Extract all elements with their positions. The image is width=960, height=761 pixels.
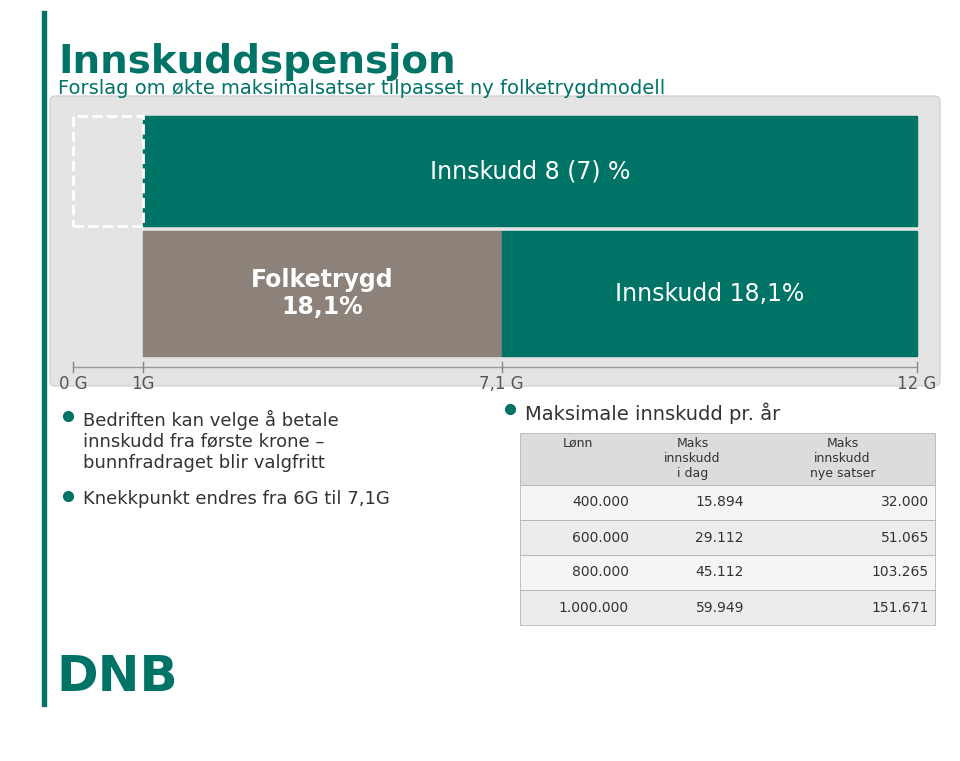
Text: Innskudd 8 (7) %: Innskudd 8 (7) % — [430, 159, 630, 183]
Bar — [502, 231, 917, 356]
Bar — [520, 555, 935, 590]
Text: 600.000: 600.000 — [572, 530, 629, 545]
Text: 0 G: 0 G — [59, 375, 87, 393]
Text: Bedriften kan velge å betale: Bedriften kan velge å betale — [83, 410, 339, 430]
Bar — [520, 433, 935, 485]
Text: Maks
innskudd
nye satser: Maks innskudd nye satser — [809, 437, 876, 480]
Bar — [143, 116, 917, 226]
Text: 1.000.000: 1.000.000 — [559, 600, 629, 614]
Text: 1G: 1G — [132, 375, 155, 393]
Text: 32.000: 32.000 — [881, 495, 929, 510]
Text: 29.112: 29.112 — [695, 530, 744, 545]
Text: 15.894: 15.894 — [695, 495, 744, 510]
Text: Maks
innskudd
i dag: Maks innskudd i dag — [664, 437, 721, 480]
Text: Folketrygd
18,1%: Folketrygd 18,1% — [252, 268, 394, 320]
Bar — [143, 231, 502, 356]
Text: 151.671: 151.671 — [872, 600, 929, 614]
Text: 51.065: 51.065 — [880, 530, 929, 545]
Text: DNB: DNB — [56, 653, 178, 701]
Bar — [520, 485, 935, 520]
Text: 103.265: 103.265 — [872, 565, 929, 579]
Text: 7,1 G: 7,1 G — [479, 375, 524, 393]
Text: 59.949: 59.949 — [695, 600, 744, 614]
Text: 12 G: 12 G — [898, 375, 937, 393]
Bar — [520, 520, 935, 555]
Text: Forslag om økte maksimalsatser tilpasset ny folketrygdmodell: Forslag om økte maksimalsatser tilpasset… — [58, 79, 665, 98]
Text: 45.112: 45.112 — [696, 565, 744, 579]
FancyBboxPatch shape — [50, 96, 940, 386]
Text: Knekkpunkt endres fra 6G til 7,1G: Knekkpunkt endres fra 6G til 7,1G — [83, 490, 390, 508]
Text: innskudd fra første krone –: innskudd fra første krone – — [83, 432, 324, 450]
Bar — [42, 11, 46, 706]
Text: Maksimale innskudd pr. år: Maksimale innskudd pr. år — [525, 403, 780, 425]
Text: bunnfradraget blir valgfritt: bunnfradraget blir valgfritt — [83, 454, 324, 472]
Text: Innskuddspensjon: Innskuddspensjon — [58, 43, 456, 81]
Text: 400.000: 400.000 — [572, 495, 629, 510]
Text: 800.000: 800.000 — [572, 565, 629, 579]
Text: Lønn: Lønn — [563, 437, 592, 450]
Bar — [73, 116, 143, 226]
Text: Innskudd 18,1%: Innskudd 18,1% — [614, 282, 804, 305]
Bar — [520, 590, 935, 625]
